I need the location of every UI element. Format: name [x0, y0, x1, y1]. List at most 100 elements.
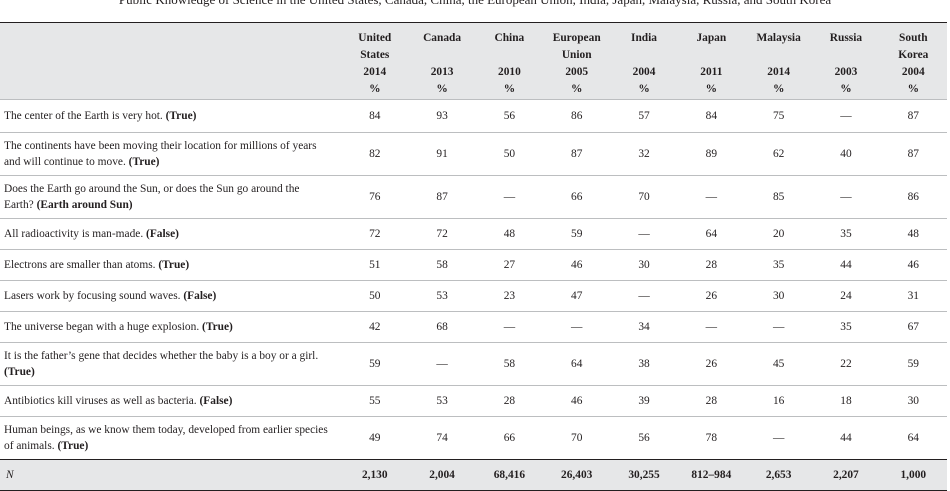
survey-year: 2011 — [700, 66, 723, 78]
column-header: India 2004 % — [610, 22, 678, 100]
value-cell: 48 — [879, 218, 947, 250]
question-text: Antibiotics kill viruses as well as bact… — [4, 394, 197, 407]
value-cell: 16 — [744, 385, 813, 417]
sample-size-cell: 812–984 — [677, 459, 745, 491]
country-name-line: Canada — [423, 32, 462, 44]
country-name-line: South — [899, 32, 928, 44]
correct-answer: (True) — [158, 258, 190, 271]
value-cell: 53 — [408, 385, 476, 417]
unit-label: % — [705, 83, 718, 95]
country-name-line: Korea — [898, 49, 929, 61]
unit-label: % — [436, 83, 448, 95]
value-cell: 35 — [744, 249, 813, 281]
value-cell: 76 — [341, 175, 409, 219]
value-cell: 30 — [744, 280, 813, 312]
sample-size-label: N — [0, 459, 342, 491]
table-row: Lasers work by focusing sound waves. (Fa… — [0, 280, 947, 312]
sample-size-cell: 2,004 — [408, 459, 476, 491]
value-cell: 64 — [677, 218, 745, 250]
value-cell: 62 — [744, 132, 813, 176]
unit-label: % — [840, 83, 852, 95]
value-cell: 49 — [341, 416, 409, 460]
column-header: European Union 2005 % — [543, 22, 611, 100]
value-cell: 28 — [677, 249, 745, 281]
value-cell: 46 — [879, 249, 947, 281]
value-cell: 82 — [341, 132, 409, 176]
question-text: Lasers work by focusing sound waves. — [4, 289, 181, 302]
country-name-line: India — [631, 32, 657, 44]
value-cell: — — [677, 311, 745, 343]
question-cell: All radioactivity is man-made. (False) — [0, 218, 342, 250]
value-cell: 57 — [610, 99, 678, 133]
value-cell: 70 — [543, 416, 611, 460]
table-caption: Public Knowledge of Science in the Unite… — [0, 0, 950, 9]
table-row: It is the father’s gene that decides whe… — [0, 342, 947, 386]
question-text: Electrons are smaller than atoms. — [4, 258, 156, 271]
survey-year: 2010 — [498, 66, 521, 78]
value-cell: 84 — [677, 99, 745, 133]
sample-size-row: N 2,130 2,004 68,416 26,403 30,255 812–9… — [0, 459, 947, 491]
question-cell: The center of the Earth is very hot. (Tr… — [0, 99, 342, 133]
correct-answer: (True) — [4, 366, 35, 378]
value-cell: 44 — [812, 249, 880, 281]
value-cell: 55 — [341, 385, 409, 417]
value-cell: 72 — [408, 218, 476, 250]
survey-year: 2005 — [565, 66, 589, 78]
value-cell: 67 — [879, 311, 947, 343]
value-cell: 32 — [610, 132, 678, 176]
value-cell: 50 — [341, 280, 409, 312]
country-name-line: Russia — [829, 32, 863, 44]
value-cell: — — [408, 342, 476, 386]
value-cell: 93 — [408, 99, 476, 133]
question-cell: Antibiotics kill viruses as well as bact… — [0, 385, 342, 417]
survey-year: 2003 — [834, 66, 858, 78]
country-name-line: China — [494, 32, 525, 44]
value-cell: 84 — [341, 99, 409, 133]
value-cell: 24 — [812, 280, 880, 312]
value-cell: — — [475, 175, 544, 219]
table-row: Antibiotics kill viruses as well as bact… — [0, 385, 947, 417]
value-cell: 87 — [543, 132, 611, 176]
correct-answer: (True) — [202, 320, 233, 333]
value-cell: — — [744, 416, 813, 460]
value-cell: 46 — [543, 385, 611, 417]
unit-label: % — [503, 83, 516, 95]
question-cell: Lasers work by focusing sound waves. (Fa… — [0, 280, 342, 312]
unit-label: % — [571, 83, 583, 95]
sample-size-cell: 2,207 — [812, 459, 880, 491]
question-cell: Human beings, as we know them today, dev… — [0, 416, 342, 460]
correct-answer: (True) — [57, 440, 89, 452]
value-cell: — — [475, 311, 544, 343]
value-cell: 22 — [812, 342, 880, 386]
correct-answer: (False) — [199, 394, 233, 407]
survey-year: 2014 — [363, 66, 387, 78]
unit-label: % — [369, 83, 381, 95]
question-cell: It is the father’s gene that decides whe… — [0, 342, 342, 386]
question-cell: Electrons are smaller than atoms. (True) — [0, 249, 342, 281]
value-cell: 59 — [879, 342, 947, 386]
value-cell: 53 — [408, 280, 476, 312]
unit-label: % — [907, 83, 919, 95]
question-text: Human beings, as we know them today, dev… — [4, 423, 328, 453]
column-header: Canada 2013 % — [408, 22, 476, 100]
column-header: South Korea 2004 % — [879, 22, 947, 100]
header-row: United States 2014 % Canada 2013 % China… — [0, 22, 947, 100]
value-cell: 39 — [610, 385, 678, 417]
sample-size-cell: 1,000 — [879, 459, 947, 491]
value-cell: 46 — [543, 249, 611, 281]
question-cell: The continents have been moving their lo… — [0, 132, 342, 176]
value-cell: 85 — [744, 175, 813, 219]
value-cell: 56 — [475, 99, 544, 133]
correct-answer: (True) — [128, 156, 160, 168]
unit-label: % — [638, 83, 650, 95]
value-cell: 64 — [543, 342, 611, 386]
value-cell: 45 — [744, 342, 813, 386]
value-cell: 28 — [475, 385, 544, 417]
question-cell: Does the Earth go around the Sun, or doe… — [0, 175, 342, 219]
country-name-line: Malaysia — [756, 32, 801, 44]
question-text: Does the Earth go around the Sun, or doe… — [4, 182, 300, 212]
question-header — [0, 22, 342, 100]
table-row: Human beings, as we know them today, dev… — [0, 416, 947, 460]
column-header: Japan 2011 % — [677, 22, 745, 100]
value-cell: 18 — [812, 385, 880, 417]
